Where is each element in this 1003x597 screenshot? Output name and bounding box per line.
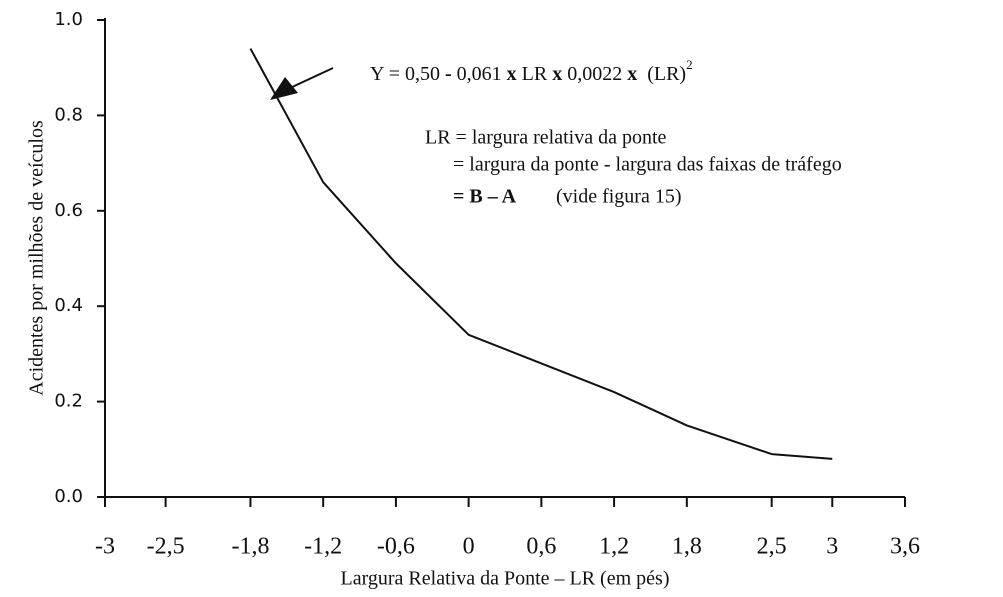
x-tick-label: 1,8 bbox=[672, 534, 702, 560]
annotation: = B – A bbox=[453, 186, 517, 208]
x-tick-label: 3 bbox=[826, 534, 838, 560]
y-tick-label: 1.0 bbox=[54, 9, 83, 30]
y-axis-title: Acidentes por milhões de veículos bbox=[26, 120, 48, 396]
x-tick-label: 2,5 bbox=[757, 534, 787, 560]
x-tick-label: -1,8 bbox=[231, 534, 269, 560]
y-tick-label: 0.2 bbox=[54, 391, 83, 412]
annotation: LR = largura relativa da ponte bbox=[425, 127, 667, 149]
annotation: (vide figura 15) bbox=[556, 186, 682, 208]
x-tick-label: -3 bbox=[95, 534, 115, 560]
x-tick-label: 0,6 bbox=[526, 534, 556, 560]
curve bbox=[249, 48, 833, 460]
x-tick-label: 0 bbox=[463, 534, 475, 560]
x-tick-label: 3,6 bbox=[890, 534, 920, 560]
x-axis-title: Largura Relativa da Ponte – LR (em pés) bbox=[341, 568, 670, 590]
y-tick-label: 0.4 bbox=[54, 295, 83, 316]
y-tick-label: 0.6 bbox=[54, 200, 83, 221]
arrow-head bbox=[270, 77, 298, 100]
annotation: = largura da ponte - largura das faixas … bbox=[453, 154, 842, 176]
y-tick-label: 0.8 bbox=[54, 104, 83, 125]
x-tick-label: -1,2 bbox=[304, 534, 342, 560]
equation: Y = 0,50 - 0,061 x LR x 0,0022 x (LR)2 bbox=[370, 57, 693, 85]
x-tick-label: 1,2 bbox=[599, 534, 629, 560]
y-tick-label: 0.0 bbox=[54, 486, 83, 507]
x-tick-label: -0,6 bbox=[377, 534, 415, 560]
x-tick-label: -2,5 bbox=[147, 534, 185, 560]
arrow-shaft bbox=[289, 67, 334, 89]
